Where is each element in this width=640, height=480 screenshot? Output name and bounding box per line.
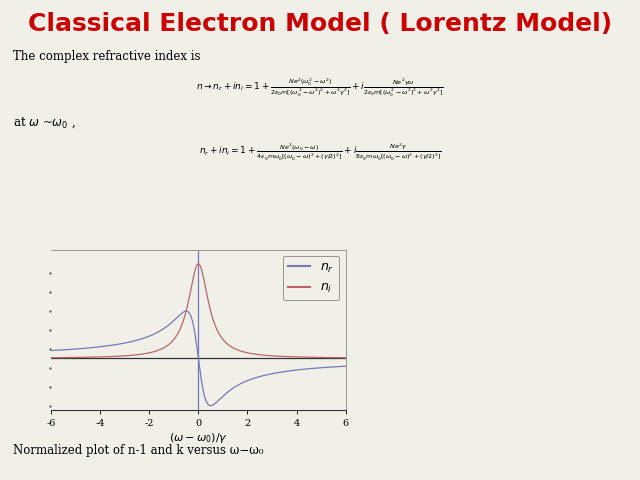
Text: The complex refractive index is: The complex refractive index is: [13, 50, 200, 63]
Text: Normalized plot of n-1 and k versus ω−ω₀: Normalized plot of n-1 and k versus ω−ω₀: [13, 444, 263, 457]
Legend: $n_r$, $n_i$: $n_r$, $n_i$: [283, 256, 339, 300]
X-axis label: $( \omega - \omega_0 ) / \gamma$: $( \omega - \omega_0 ) / \gamma$: [169, 431, 228, 445]
Text: at $\omega$ ~$\omega_0$ ,: at $\omega$ ~$\omega_0$ ,: [13, 115, 76, 130]
Text: Classical Electron Model ( Lorentz Model): Classical Electron Model ( Lorentz Model…: [28, 12, 612, 36]
Text: $n_r + in_i = 1 + \frac{Ne^2(\omega_0 - \omega)}{4\varepsilon_0 m\omega_0[(\omeg: $n_r + in_i = 1 + \frac{Ne^2(\omega_0 - …: [198, 142, 442, 162]
Text: $n \rightarrow n_r + in_i = 1 + \frac{Ne^2(\omega_0^{\,2} - \omega^2)}{2\varepsi: $n \rightarrow n_r + in_i = 1 + \frac{Ne…: [196, 77, 444, 99]
